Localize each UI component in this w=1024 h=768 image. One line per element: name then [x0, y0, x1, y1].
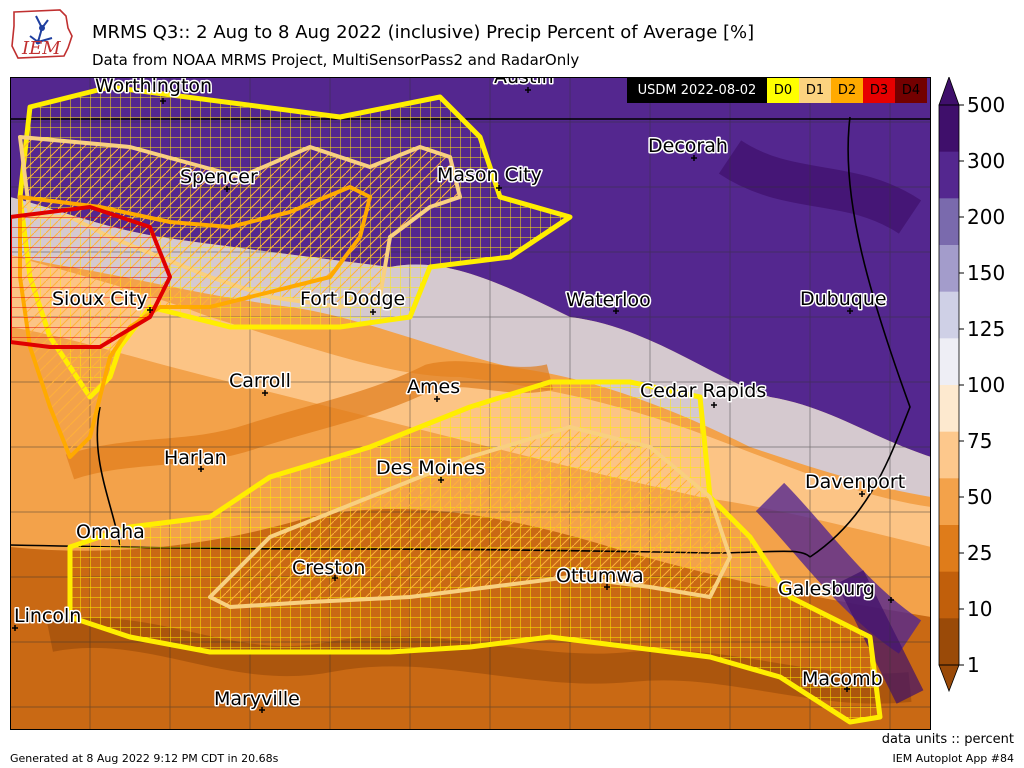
- colorbar-band: [939, 198, 959, 246]
- chart-subtitle: Data from NOAA MRMS Project, MultiSensor…: [92, 51, 580, 69]
- city-label-austin: Austin: [494, 77, 554, 88]
- colorbar-tick-label: 75: [967, 429, 992, 453]
- city-label-carroll: Carroll: [229, 370, 291, 392]
- data-units: data units :: percent: [881, 732, 1014, 747]
- colorbar-tick-label: 50: [967, 485, 992, 509]
- usdm-legend-d4: D4: [895, 78, 927, 103]
- city-label-worthington: Worthington: [95, 77, 212, 97]
- city-label-harlan: Harlan: [164, 447, 227, 469]
- colorbar-top-arrow: [938, 77, 960, 106]
- city-label-ames: Ames: [407, 376, 460, 398]
- colorbar-tick-label: 200: [967, 205, 1005, 229]
- city-label-lincoln: Lincoln: [14, 605, 81, 627]
- usdm-legend-d0: D0: [767, 78, 799, 103]
- colorbar-band: [939, 338, 959, 386]
- colorbar-band: [939, 105, 959, 153]
- iem-logo: IEM: [11, 9, 73, 59]
- colorbar-bottom-arrow: [938, 664, 960, 693]
- usdm-legend-d1: D1: [799, 78, 831, 103]
- city-label-des-moines: Des Moines: [376, 457, 485, 479]
- colorbar-band: [939, 151, 959, 199]
- colorbar-band: [939, 525, 959, 573]
- colorbar-tick-label: 500: [967, 93, 1005, 117]
- usdm-legend-d3: D3: [863, 78, 895, 103]
- colorbar-tick-label: 1: [967, 653, 980, 677]
- city-label-mason-city: Mason City: [437, 164, 542, 186]
- map-frame: [10, 77, 931, 730]
- chart-title: MRMS Q3:: 2 Aug to 8 Aug 2022 (inclusive…: [92, 22, 755, 43]
- city-label-maryville: Maryville: [214, 688, 300, 710]
- colorbar-tick-label: 100: [967, 373, 1005, 397]
- colorbar-tick-label: 25: [967, 541, 992, 565]
- drought-d3: [10, 205, 172, 349]
- colorbar-tick-label: 125: [967, 317, 1005, 341]
- city-label-ottumwa: Ottumwa: [556, 565, 644, 587]
- usdm-legend-label: USDM 2022-08-02: [627, 78, 767, 103]
- city-label-fort-dodge: Fort Dodge: [300, 288, 405, 310]
- colorbar-band: [939, 478, 959, 526]
- usdm-legend-d2: D2: [831, 78, 863, 103]
- colorbar-band: [939, 618, 959, 666]
- city-label-creston: Creston: [292, 557, 365, 579]
- city-label-dubuque: Dubuque: [800, 288, 887, 310]
- city-label-galesburg: Galesburg: [778, 578, 875, 600]
- drought-d1-south: [208, 425, 732, 609]
- colorbar-tick-label: 150: [967, 261, 1005, 285]
- app-note: IEM Autoplot App #84: [892, 752, 1015, 765]
- city-label-davenport: Davenport: [805, 471, 905, 493]
- city-label-sioux-city: Sioux City: [52, 288, 148, 310]
- colorbar-tick-label: 10: [967, 597, 992, 621]
- city-label-spencer: Spencer: [180, 166, 258, 188]
- colorbar-band: [939, 385, 959, 433]
- city-markers: [12, 87, 894, 713]
- colorbar-band: [939, 431, 959, 479]
- colorbar-band: [939, 571, 959, 619]
- logo-text: IEM: [21, 38, 61, 59]
- colorbar-band: [939, 245, 959, 293]
- precip-map: Worthington Austin Spencer Mason City De…: [10, 77, 931, 730]
- colorbar-tick-label: 300: [967, 149, 1005, 173]
- city-label-decorah: Decorah: [648, 135, 728, 157]
- city-label-macomb: Macomb: [802, 668, 883, 690]
- city-labels: Worthington Austin Spencer Mason City De…: [13, 77, 907, 712]
- colorbar: 500 300 200 150 125 100 75 50 25 10 1: [938, 77, 1005, 693]
- colorbar-ticks: 500 300 200 150 125 100 75 50 25 10 1: [959, 93, 1005, 677]
- city-label-cedar-rapids: Cedar Rapids: [640, 380, 766, 402]
- colorbar-band: [939, 291, 959, 339]
- city-label-omaha: Omaha: [76, 521, 145, 543]
- city-label-waterloo: Waterloo: [566, 289, 651, 311]
- generated-note: Generated at 8 Aug 2022 9:12 PM CDT in 2…: [10, 752, 279, 765]
- colorbar-bands: [939, 105, 959, 666]
